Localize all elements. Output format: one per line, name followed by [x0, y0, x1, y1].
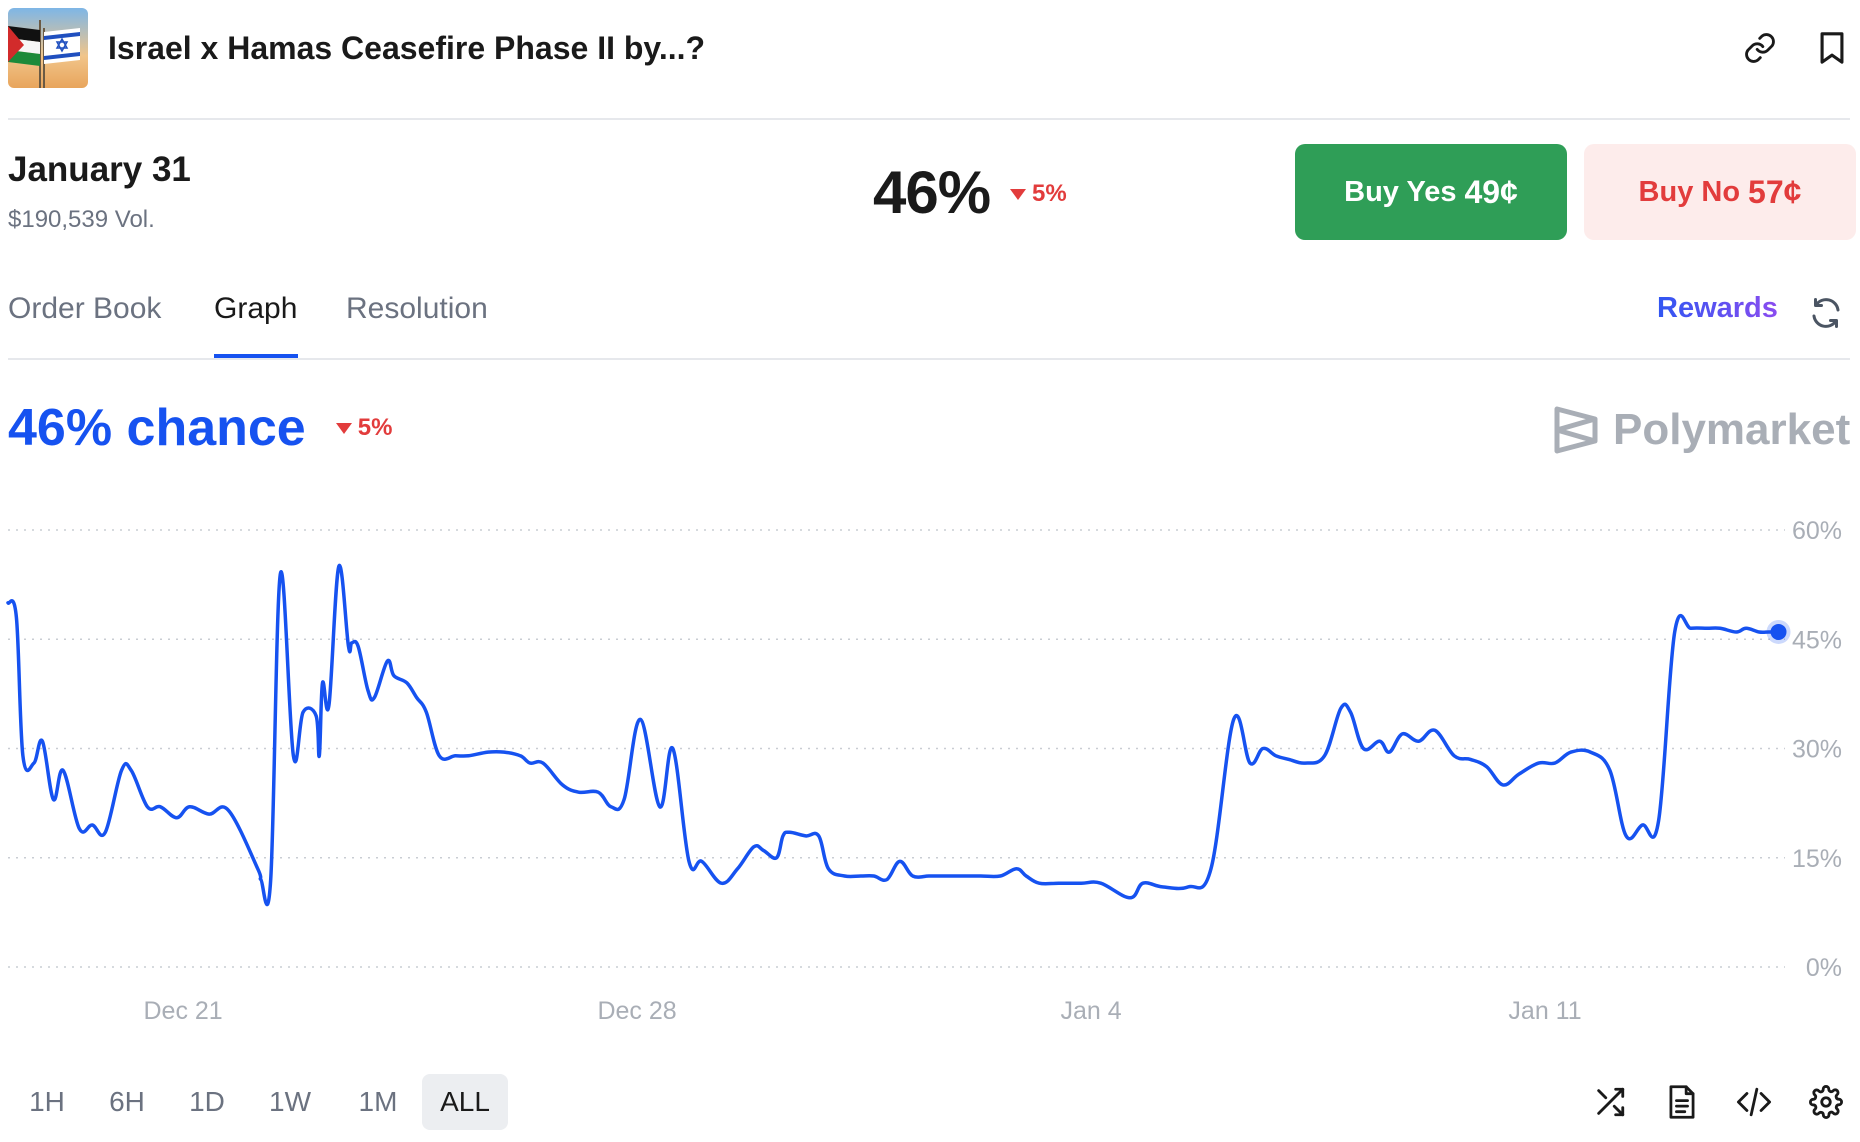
chance-change: 5%	[335, 414, 393, 442]
y-tick-label: 45%	[1792, 626, 1842, 654]
current-point-marker	[1770, 623, 1787, 640]
buy-no-button[interactable]: Buy No 57¢	[1584, 144, 1856, 240]
active-tab-indicator	[214, 354, 298, 358]
market-change: 5%	[1010, 180, 1067, 208]
price-chart[interactable]: 0% 15% 30% 45% 60% Dec 21 Dec 28 Jan 4 Jan 11	[0, 500, 1860, 1030]
x-tick-label: Dec 21	[143, 997, 222, 1025]
polymarket-watermark: Polymarket	[1553, 405, 1850, 455]
market-title: Israel x Hamas Ceasefire Phase II by...?	[108, 30, 706, 66]
tab-order-book[interactable]: Order Book	[8, 292, 162, 325]
buy-yes-price: 49¢	[1464, 173, 1518, 210]
range-1m-button[interactable]: 1M	[358, 1086, 398, 1117]
down-triangle-icon	[335, 422, 352, 434]
series-line	[6, 563, 1781, 907]
bookmark-icon[interactable]	[1810, 26, 1854, 70]
x-axis-labels: Dec 21 Dec 28 Jan 4 Jan 11	[143, 997, 1581, 1025]
buy-no-label: Buy No	[1638, 175, 1741, 208]
tab-graph[interactable]: Graph	[214, 292, 298, 325]
y-tick-label: 60%	[1792, 517, 1842, 545]
brand-name: Polymarket	[1613, 405, 1851, 454]
range-all-button[interactable]: ALL	[422, 1074, 508, 1130]
range-6h-button[interactable]: 6H	[109, 1086, 145, 1117]
market-change-value: 5%	[1032, 180, 1067, 207]
link-icon[interactable]	[1738, 26, 1782, 70]
rewards-link[interactable]: Rewards	[1657, 292, 1778, 324]
y-tick-label: 30%	[1792, 736, 1842, 764]
range-1w-button[interactable]: 1W	[269, 1086, 311, 1117]
settings-icon[interactable]	[1806, 1082, 1846, 1122]
y-tick-label: 0%	[1806, 954, 1842, 982]
chance-row: 46% chance 5%	[8, 398, 392, 458]
down-triangle-icon	[1010, 188, 1026, 200]
buy-no-price: 57¢	[1748, 173, 1802, 210]
range-1d-button[interactable]: 1D	[189, 1086, 225, 1117]
market-volume: $190,539 Vol.	[8, 206, 155, 233]
document-icon[interactable]	[1662, 1082, 1702, 1122]
y-axis-labels: 0% 15% 30% 45% 60%	[1792, 517, 1842, 982]
market-percent: 46%	[873, 159, 991, 226]
x-tick-label: Jan 11	[1508, 997, 1581, 1025]
market-header: Israel x Hamas Ceasefire Phase II by...?	[8, 8, 1850, 120]
x-tick-label: Jan 4	[1060, 997, 1121, 1025]
tab-bar: Order Book Graph Resolution	[8, 292, 1850, 360]
range-1h-button[interactable]: 1H	[29, 1086, 65, 1117]
x-tick-label: Dec 28	[597, 997, 676, 1025]
buy-yes-button[interactable]: Buy Yes 49¢	[1295, 144, 1567, 240]
flags-thumbnail	[8, 8, 88, 88]
refresh-icon[interactable]	[1808, 295, 1844, 331]
polymarket-logo-icon	[1554, 406, 1598, 454]
chance-label: 46% chance	[8, 399, 306, 457]
shuffle-icon[interactable]	[1590, 1082, 1630, 1122]
buy-yes-label: Buy Yes	[1344, 175, 1457, 208]
code-icon[interactable]	[1734, 1082, 1774, 1122]
chart-gridlines	[8, 529, 1785, 968]
chance-change-value: 5%	[357, 414, 393, 441]
market-date-label: January 31	[8, 150, 191, 189]
tab-resolution[interactable]: Resolution	[346, 292, 488, 325]
y-tick-label: 15%	[1792, 845, 1842, 873]
